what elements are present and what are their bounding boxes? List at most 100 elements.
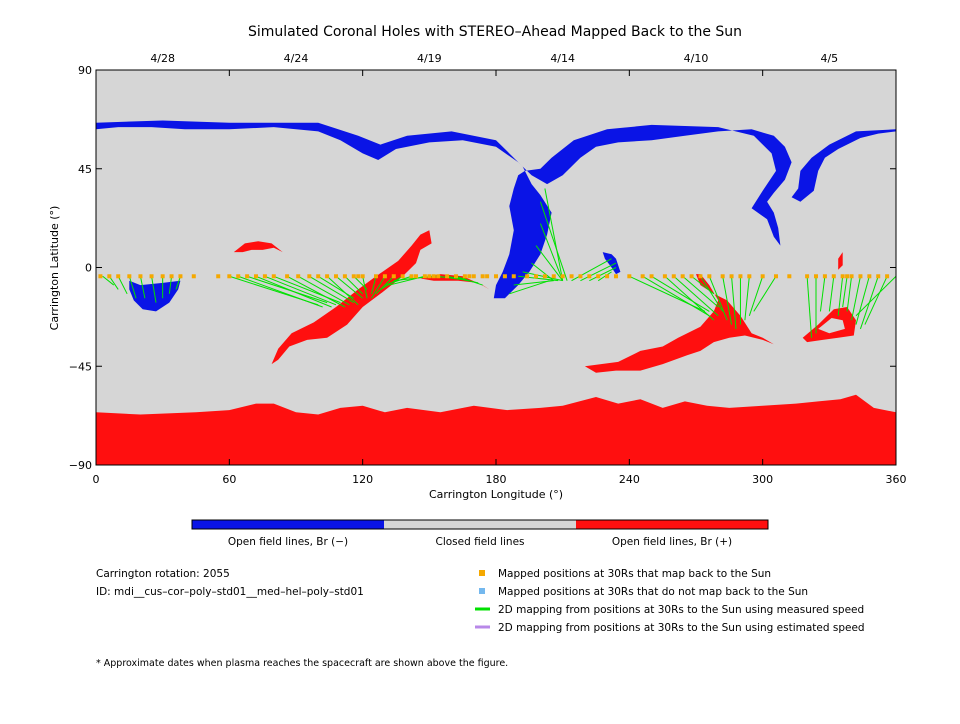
mapped-point-43: [485, 274, 490, 279]
x-tick-label-6: 360: [886, 473, 907, 486]
mapping-line-74: [855, 275, 896, 317]
mapped-point-83: [876, 274, 881, 279]
mapped-point-21: [325, 274, 330, 279]
mapping-line-42: [539, 201, 568, 281]
colorbar-label-0: Open field lines, Br (−): [228, 536, 348, 548]
mapping-line-69: [846, 276, 853, 312]
mapped-point-32: [414, 274, 418, 279]
mapped-point-50: [551, 274, 556, 279]
mapped-point-28: [382, 274, 387, 279]
mapped-point-61: [662, 274, 667, 279]
mapped-point-1: [107, 274, 112, 279]
mapped-point-5: [149, 274, 154, 279]
mapped-point-2: [116, 274, 121, 279]
mapped-point-34: [427, 274, 432, 279]
legend-label-0: Mapped positions at 30Rs that map back t…: [498, 568, 771, 580]
mapped-point-72: [774, 274, 778, 279]
mapped-point-81: [858, 274, 863, 279]
rotation-text: Carrington rotation: 2055: [96, 568, 230, 580]
mapped-point-55: [596, 274, 601, 279]
region-1: [96, 394, 896, 465]
mapped-point-38: [454, 274, 458, 279]
mapping-line-24: [371, 276, 377, 294]
mapped-point-29: [391, 274, 396, 279]
colorbar-frame: [191, 519, 769, 530]
mapping-line-16: [297, 275, 350, 306]
mapped-point-26: [360, 274, 365, 279]
mapping-line-30: [393, 275, 434, 282]
top-date-0: 4/28: [150, 52, 175, 65]
y-tick-label-3: −45: [69, 360, 92, 373]
mapped-point-11: [227, 274, 232, 279]
mapped-point-17: [285, 274, 290, 279]
mapped-point-76: [822, 274, 827, 279]
mapping-line-67: [837, 276, 844, 316]
mapping-line-5: [151, 276, 157, 303]
mapped-point-8: [178, 274, 183, 279]
mapping-line-66: [828, 276, 835, 312]
y-tick-label-4: −90: [69, 459, 92, 472]
mapped-point-47: [525, 274, 530, 279]
mapped-point-77: [831, 274, 836, 279]
top-date-1: 4/24: [284, 52, 309, 65]
mapping-line-20: [335, 275, 363, 299]
mapped-point-63: [680, 274, 685, 279]
mapping-line-2: [117, 276, 128, 295]
mapped-point-13: [245, 274, 250, 279]
mapping-line-38: [522, 271, 563, 282]
mapping-line-71: [855, 276, 870, 325]
mapped-point-7: [169, 274, 174, 279]
mapping-line-7: [168, 276, 173, 294]
mapped-point-60: [649, 274, 654, 279]
mapped-point-30: [400, 274, 405, 279]
mapped-point-25: [356, 274, 361, 279]
mapped-point-15: [262, 274, 267, 279]
mapped-point-3: [127, 274, 132, 279]
mapping-line-41: [539, 223, 564, 281]
mapped-point-12: [236, 274, 241, 279]
mapping-line-12: [255, 275, 332, 308]
x-tick-label-1: 60: [222, 473, 236, 486]
mapped-point-18: [296, 274, 301, 279]
legend-label-3: 2D mapping from positions at 30Rs to the…: [498, 622, 865, 634]
mapping-line-8: [175, 276, 181, 290]
mapping-line-65: [819, 276, 826, 312]
mapping-line-62: [753, 276, 777, 312]
mapping-line-56: [708, 276, 728, 321]
mapping-line-13: [264, 275, 337, 306]
mapped-point-74: [805, 274, 810, 279]
mapped-point-56: [605, 274, 610, 279]
mapping-line-60: [744, 276, 750, 321]
mapping-line-70: [851, 276, 861, 321]
mapped-point-48: [534, 274, 538, 279]
mapping-line-52: [673, 275, 719, 317]
mapped-point-42: [480, 274, 485, 279]
y-axis-label: Carrington Latitude (°): [48, 206, 61, 331]
mapped-point-66: [707, 274, 712, 279]
mapping-line-18: [317, 275, 355, 299]
mapped-point-64: [689, 274, 694, 279]
mapped-point-58: [627, 274, 632, 279]
mapping-line-73: [864, 276, 888, 325]
mapped-point-4: [138, 274, 143, 279]
mapped-point-10: [216, 274, 221, 279]
mapped-point-31: [409, 274, 414, 279]
mapped-point-69: [738, 274, 743, 279]
mapped-point-36: [436, 274, 441, 279]
mapped-point-82: [867, 274, 872, 279]
colorbar-label-2: Open field lines, Br (+): [612, 536, 732, 548]
mapped-point-14: [254, 274, 258, 279]
mapping-line-10: [238, 275, 323, 308]
x-tick-label-2: 120: [352, 473, 373, 486]
mapping-line-55: [700, 276, 724, 312]
mapping-line-4: [139, 276, 146, 299]
mapping-line-17: [309, 275, 355, 304]
mapping-line-0: [102, 275, 115, 286]
mapping-line-44: [571, 258, 612, 282]
axes: 0 60 120 180 240 300 360 90 45 0 −45 −90: [69, 64, 907, 486]
mapped-point-35: [431, 274, 436, 279]
legend-label-2: 2D mapping from positions at 30Rs to the…: [498, 604, 864, 616]
mapping-line-47: [597, 271, 612, 282]
legend-label-1: Mapped positions at 30Rs that do not map…: [498, 586, 808, 598]
mapped-point-54: [587, 274, 592, 279]
